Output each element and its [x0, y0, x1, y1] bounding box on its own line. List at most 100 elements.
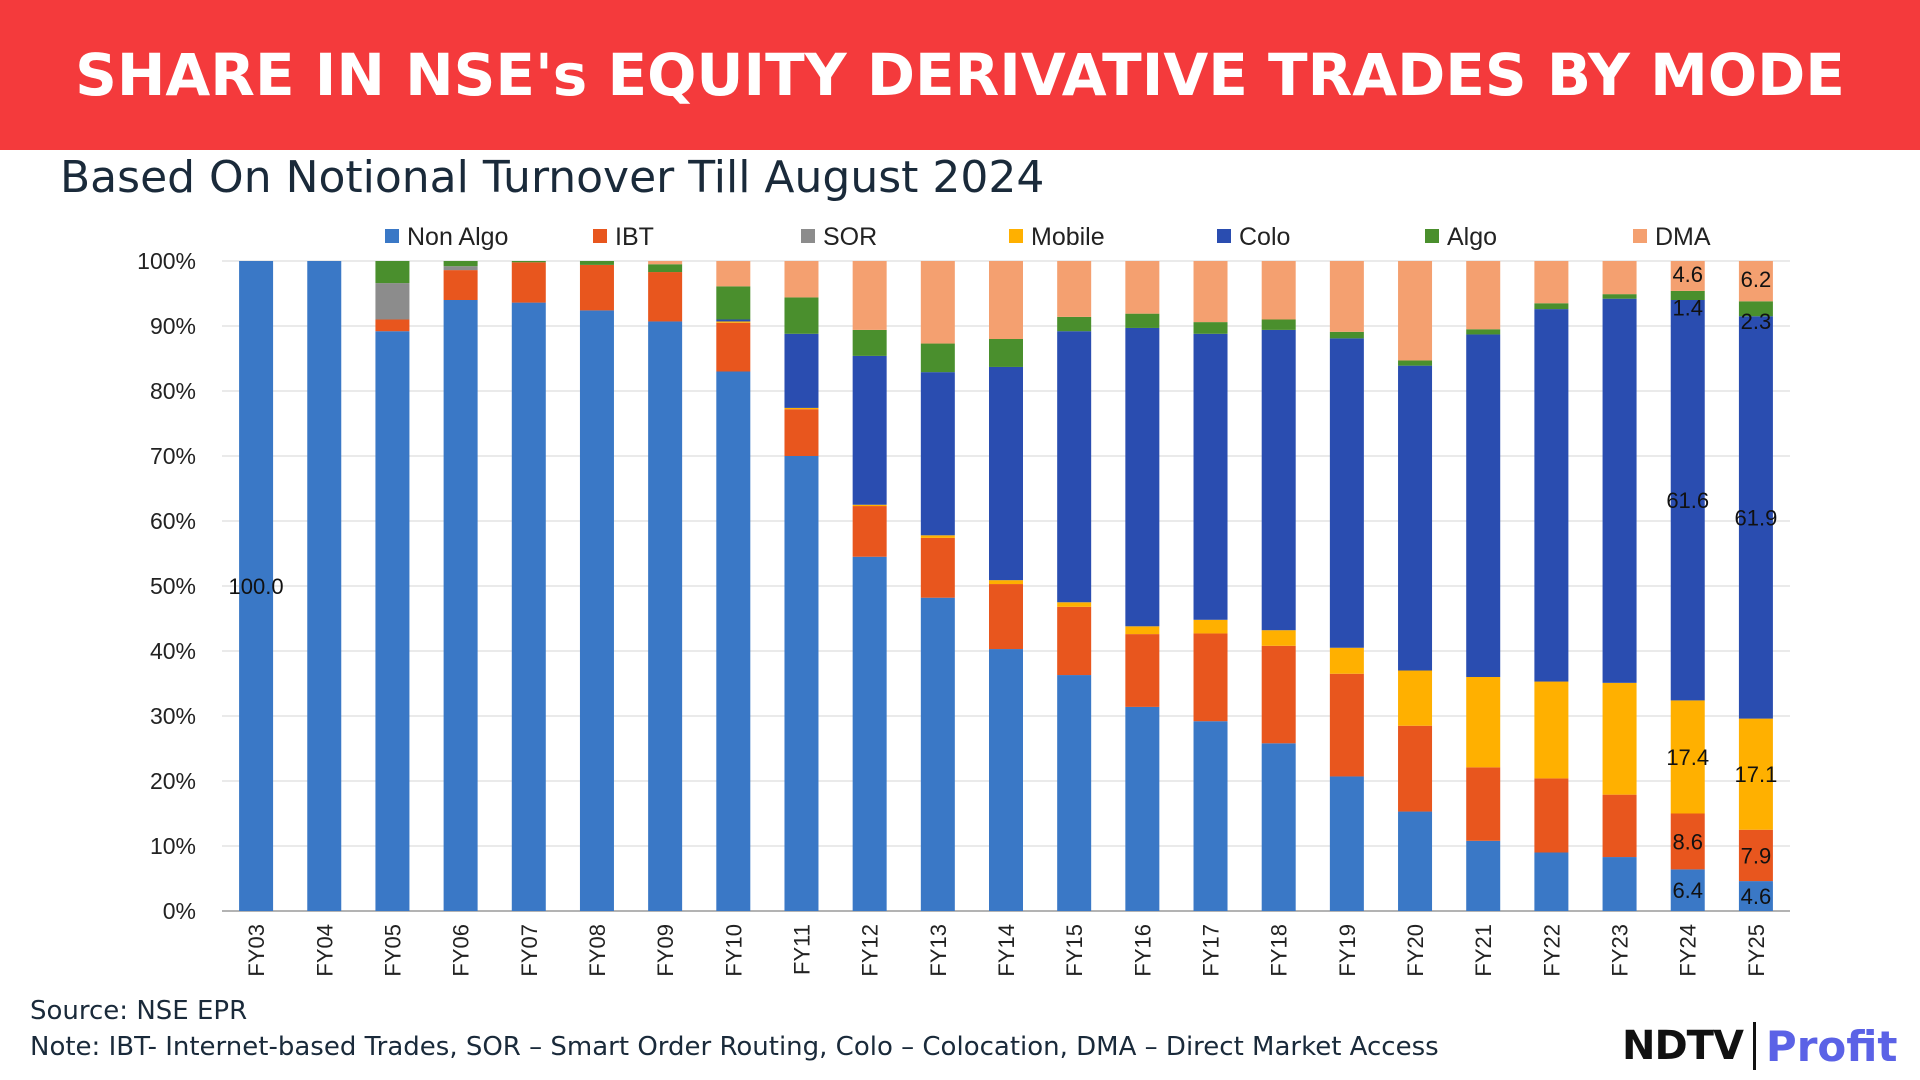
x-tick-label: FY14	[994, 924, 1019, 977]
y-tick-label: 100%	[137, 248, 196, 274]
bar-segment-algo	[1125, 313, 1160, 328]
bar-segment-algo	[920, 343, 955, 373]
bar-segment-mobile	[784, 407, 819, 410]
bar-segment-colo	[1329, 338, 1364, 648]
bar-segment-sor	[375, 283, 410, 320]
bar-segment-non-algo	[784, 456, 819, 911]
bar-segment-colo	[852, 355, 887, 505]
bar-segment-dma	[920, 261, 955, 344]
bar-segment-mobile	[1602, 682, 1637, 795]
bar-segment-mobile	[920, 535, 955, 538]
bar-segment-ibt	[375, 319, 410, 332]
legend-label: Mobile	[1031, 223, 1105, 251]
logo-separator	[1752, 1022, 1756, 1070]
legend-label: DMA	[1655, 223, 1711, 251]
bar-segment-ibt	[1329, 673, 1364, 777]
bar-segment-colo	[784, 333, 819, 408]
bar-segment-non-algo	[716, 371, 751, 911]
x-tick-label: FY21	[1471, 924, 1496, 977]
bar-segment-mobile	[1125, 626, 1160, 635]
legend-item-sor: SOR	[801, 223, 877, 251]
x-tick-label: FY03	[244, 924, 269, 977]
bar-segment-ibt	[1738, 829, 1773, 882]
legend-label: Algo	[1447, 223, 1497, 251]
y-tick-label: 60%	[150, 508, 196, 534]
bar-segment-ibt	[579, 264, 614, 311]
bar-segment-algo	[1261, 319, 1296, 330]
bar-segment-colo	[1193, 333, 1228, 620]
bar-segment-non-algo	[375, 331, 410, 911]
bar-segment-non-algo	[239, 261, 274, 911]
bar-segment-ibt	[1534, 778, 1569, 853]
bar-segment-ibt	[716, 322, 751, 372]
data-label: 7.9	[1741, 843, 1772, 868]
y-tick-label: 40%	[150, 638, 196, 664]
bar-segment-dma	[1738, 261, 1773, 302]
legend-swatch	[801, 229, 815, 243]
bar-segment-dma	[716, 261, 751, 287]
bar-segment-algo	[1466, 329, 1501, 335]
bars	[239, 261, 1773, 912]
bar-segment-dma	[1057, 261, 1092, 317]
bar-segment-non-algo	[1670, 869, 1705, 911]
data-label: 2.3	[1741, 309, 1772, 334]
legend-item-mobile: Mobile	[1009, 223, 1105, 251]
y-tick-label: 80%	[150, 378, 196, 404]
bar-segment-dma	[1125, 261, 1160, 314]
bar-segment-mobile	[1670, 700, 1705, 814]
bar-segment-ibt	[1261, 645, 1296, 744]
x-tick-label: FY10	[721, 924, 746, 977]
bar-segment-non-algo	[511, 302, 546, 912]
bar-segment-colo	[1602, 298, 1637, 683]
x-tick-label: FY05	[380, 924, 405, 977]
bar-segment-ibt	[1398, 725, 1433, 812]
source-note: Source: NSE EPR	[30, 996, 248, 1026]
data-labels: 100.0 6.4 8.6 17.4 61.6 1.4 4.6 4.6 7.9 17.1 61.9 2…	[229, 262, 1778, 909]
x-tick-label: FY12	[858, 924, 883, 977]
bar-segment-dma	[1602, 261, 1637, 295]
legend-item-colo: Colo	[1217, 223, 1290, 251]
bar-segment-ibt	[784, 409, 819, 456]
bar-segment-dma	[989, 261, 1023, 339]
bar-segment-ibt	[1670, 813, 1705, 870]
bar-segment-algo	[1534, 303, 1569, 310]
data-label: 1.4	[1672, 295, 1703, 320]
bar-segment-algo	[852, 329, 887, 356]
bar-segment-dma	[1261, 261, 1296, 320]
bar-segment-algo	[443, 261, 478, 267]
legend-label: IBT	[615, 223, 654, 251]
legend-swatch	[1217, 229, 1231, 243]
bar-segment-algo	[1329, 331, 1364, 339]
bar-segment-ibt	[1125, 634, 1160, 707]
bar-segment-mobile	[1534, 681, 1569, 779]
bar-segment-ibt	[1193, 633, 1228, 722]
bar-segment-non-algo	[852, 556, 887, 911]
legend-swatch	[593, 229, 607, 243]
legend-label: SOR	[823, 223, 877, 251]
bar-segment-non-algo	[1261, 743, 1296, 911]
data-label: 4.6	[1741, 884, 1772, 909]
y-tick-label: 30%	[150, 703, 196, 729]
bar-segment-algo	[579, 261, 614, 265]
bar-segment-algo	[1602, 294, 1637, 299]
bar-segment-dma	[1193, 261, 1228, 323]
bar-segment-non-algo	[989, 649, 1023, 911]
data-label: 17.1	[1734, 762, 1777, 787]
x-tick-label: FY17	[1199, 924, 1224, 977]
logo-ndtv-text: NDTV	[1622, 1023, 1744, 1069]
legend-item-ibt: IBT	[593, 223, 654, 251]
bar-segment-algo	[716, 286, 751, 320]
chart-title: SHARE IN NSE's EQUITY DERIVATIVE TRADES …	[75, 41, 1845, 109]
bar-segment-dma	[648, 261, 683, 265]
x-tick-label: FY23	[1608, 924, 1633, 977]
legend-swatch	[1425, 229, 1439, 243]
bar-segment-algo	[1738, 301, 1773, 317]
y-tick-label: 50%	[150, 573, 196, 599]
bar-segment-colo	[1738, 316, 1773, 719]
data-label: 100.0	[229, 574, 284, 599]
bar-segment-non-algo	[1125, 706, 1160, 911]
y-tick-label: 0%	[163, 898, 196, 924]
bar-segment-colo	[920, 372, 955, 536]
bar-segment-algo	[511, 261, 546, 263]
x-tick-label: FY15	[1062, 924, 1087, 977]
